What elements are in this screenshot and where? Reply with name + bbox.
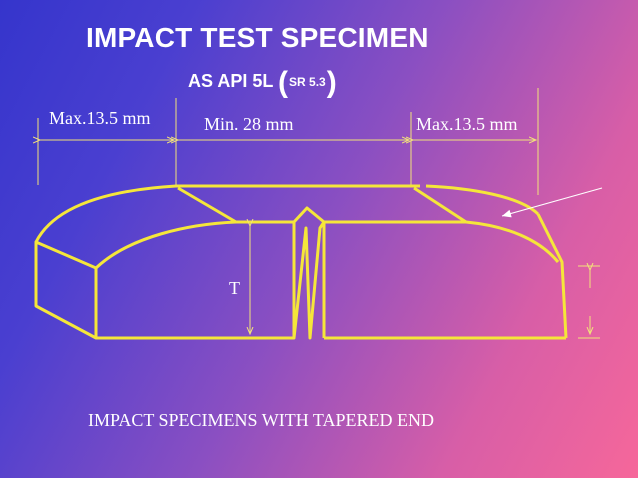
standard-label: AS API 5L	[188, 71, 274, 91]
specimen-right-taper	[536, 213, 568, 339]
specimen-left-end-face	[34, 240, 98, 340]
specimen-top-edge-left	[34, 184, 420, 243]
specimen-inner-edge-left	[94, 220, 294, 270]
specimen-outline	[34, 184, 568, 340]
dimension-right-label: Max.13.5 mm	[416, 114, 518, 134]
slide-subtitle: AS API 5L (SR 5.3)	[188, 66, 337, 100]
dimension-middle-label: Min. 28 mm	[204, 114, 294, 134]
standard-reference: SR 5.3	[289, 75, 326, 89]
v-notch	[292, 220, 326, 340]
thickness-label: T	[229, 278, 240, 298]
specimen-top-edge-right	[425, 184, 540, 216]
right-height-marker	[578, 266, 600, 339]
dimension-extension-lines	[37, 88, 539, 195]
taper-bevel-left	[177, 186, 237, 224]
dimension-left-label: Max.13.5 mm	[49, 108, 151, 128]
taper-pointer-arrow	[501, 187, 603, 218]
slide-caption: IMPACT SPECIMENS WITH TAPERED END	[88, 410, 434, 430]
slide-title: IMPACT TEST SPECIMEN	[86, 22, 429, 53]
paren-open: (	[278, 66, 289, 99]
v-notch-top	[292, 206, 325, 224]
taper-bevel-right	[413, 186, 467, 224]
paren-close: )	[326, 66, 337, 99]
specimen-inner-edge-right	[324, 220, 560, 263]
